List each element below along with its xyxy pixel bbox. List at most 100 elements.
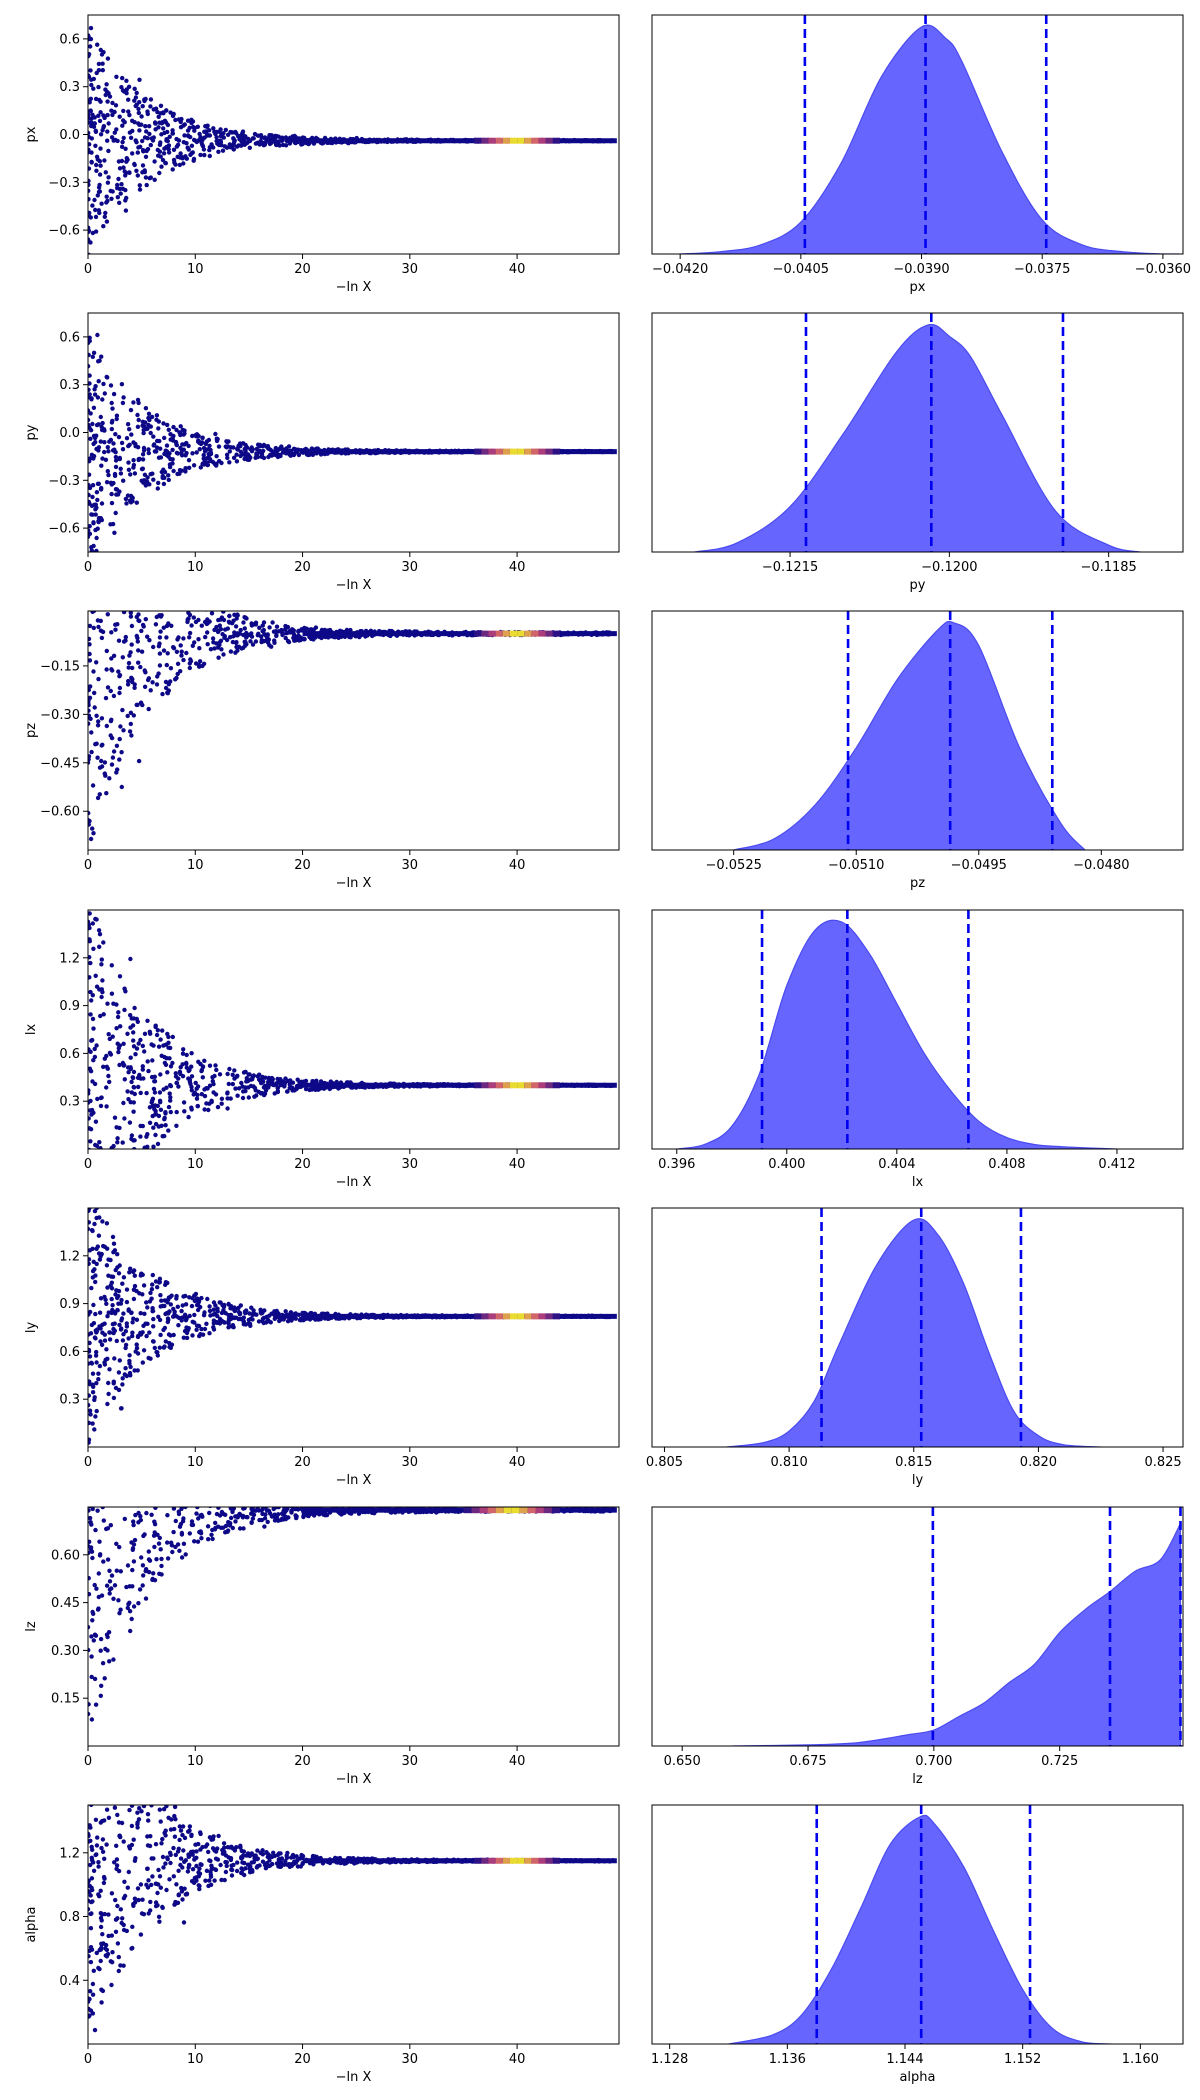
trace-point [95,723,101,728]
trace-point [149,414,155,420]
trace-point [139,1271,144,1276]
trace-point [125,1031,130,1037]
trace-point [145,1018,150,1023]
trace-point [91,1198,95,1202]
trace-point [113,487,119,492]
trace-point [119,1406,124,1411]
trace-point [131,458,136,463]
trace-point [158,1072,163,1077]
trace-point [178,151,183,156]
trace-point [155,147,160,153]
trace-point [115,1136,120,1141]
trace-point [186,458,192,463]
trace-point [138,700,144,705]
trace-point [88,335,92,340]
trace-point [169,1468,173,1472]
trace-point [280,135,285,140]
trace-point [145,1305,150,1310]
trace-point [132,86,137,92]
trace-point [237,1526,243,1531]
trace-point [286,444,292,449]
trace-point [285,1319,291,1324]
trace-point [283,135,289,140]
trace-point [104,480,110,485]
trace-point [187,635,192,640]
trace-point [124,501,129,506]
trace-point [291,452,297,458]
trace-point [132,161,137,167]
trace-point [231,136,236,142]
trace-point [275,1085,281,1090]
trace-point [176,1084,181,1089]
trace-point [112,571,116,575]
trace-point [156,153,161,158]
trace-point [91,831,96,836]
trace-panel-px: 0.60.30.0−0.3−0.60 10 20 30 40−ln Xpx [24,14,620,295]
trace-point [241,1319,246,1324]
trace-point [209,611,215,616]
trace-ly-xtick-label: 10 [187,1455,204,1470]
trace-point [193,1080,198,1086]
trace-point [150,1306,155,1311]
trace-point [88,1332,91,1337]
trace-point [174,1080,180,1086]
trace-point [88,1408,93,1413]
trace-point [104,200,109,205]
trace-point [149,1287,155,1292]
trace-point [164,635,169,640]
trace-point [232,1068,237,1073]
trace-point [168,1109,173,1115]
trace-point [100,577,104,581]
trace-point [122,1007,127,1013]
trace-pz-ytick-label: −0.45 [40,756,80,771]
trace-point [116,1152,120,1156]
trace-point [206,451,211,457]
trace-point [242,446,247,452]
trace-px-ytick-label: 0.0 [59,128,80,143]
trace-point [142,135,148,140]
kde-ly-xtick-label: 0.805 [646,1455,683,1470]
trace-point [88,472,92,477]
trace-point [290,627,295,632]
trace-point [158,1304,163,1309]
trace-point [107,776,112,781]
trace-point [134,579,138,583]
trace-point [95,755,100,760]
trace-point [94,1349,99,1355]
trace-point [207,443,212,448]
kde-lx-xtick-label: 0.404 [878,1157,915,1172]
trace-point [178,424,183,429]
trace-point [116,176,121,182]
trace-point [221,135,226,140]
trace-point [106,121,111,126]
trace-point [143,175,149,180]
trace-point [246,1085,251,1090]
trace-point [275,1089,280,1095]
trace-point [196,438,201,443]
trace-point [155,438,160,444]
trace-point [165,690,170,695]
trace-point [220,148,226,153]
trace-point [163,1123,168,1128]
trace-point [144,426,149,432]
trace-point [138,664,143,670]
trace-point [114,743,120,748]
trace-point [94,168,99,173]
trace-point [99,743,104,748]
trace-point [88,197,91,202]
trace-point [165,1070,170,1075]
trace-point [203,634,208,640]
trace-point [90,993,96,998]
trace-point [128,500,134,505]
kde-ly-xlabel: ly [912,1473,924,1488]
trace-point [88,623,93,629]
trace-px-ytick-label: −0.6 [48,224,80,239]
trace-point [109,426,115,432]
trace-point [151,1125,156,1130]
trace-point [152,159,157,164]
trace-point [104,1085,109,1090]
trace-point [252,131,258,137]
trace-point [213,431,218,437]
trace-point [153,1132,158,1138]
